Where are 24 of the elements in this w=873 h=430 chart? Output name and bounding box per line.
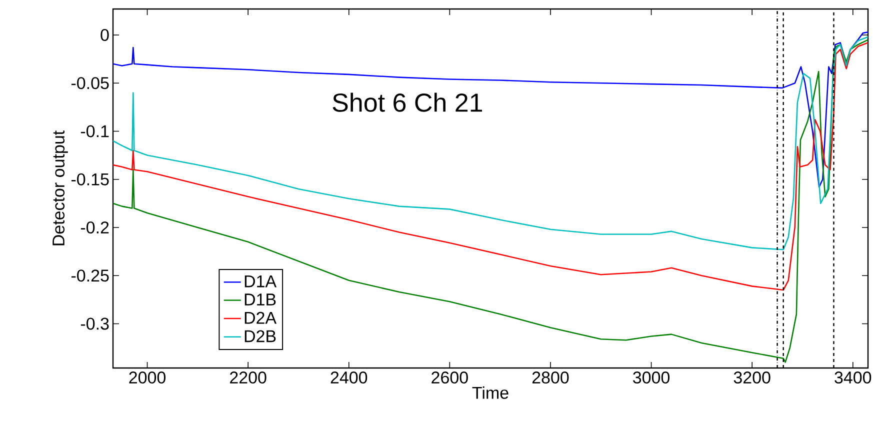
legend-label: D2B [244, 330, 276, 342]
legend-label: D1B [244, 294, 276, 306]
y-tick-label: -0.05 [71, 77, 109, 90]
y-tick-label: -0.2 [80, 221, 109, 234]
y-tick-label: -0.15 [71, 173, 109, 186]
x-axis-title: Time [472, 386, 508, 399]
x-tick-label: 2400 [330, 372, 368, 384]
x-tick-label: 2200 [230, 372, 266, 384]
x-tick-label: 3400 [834, 372, 872, 384]
annotation: Shot 6 Ch 21 [332, 92, 482, 112]
x-tick-label: 2600 [432, 372, 468, 384]
line-series [113, 42, 868, 291]
x-tick-label: 2000 [129, 372, 166, 384]
x-tick-label: 3000 [633, 372, 670, 384]
legend-label: D1A [244, 275, 277, 288]
legend-label: D2A [244, 312, 277, 324]
y-tick-label: -0.1 [80, 125, 109, 138]
x-tick-label: 2800 [532, 372, 569, 384]
line-series [113, 36, 868, 250]
y-tick-label: -0.3 [80, 318, 109, 330]
y-tick-label: -0.25 [71, 270, 109, 282]
y-axis-title: Detector output [52, 130, 68, 246]
y-tick-label: 0 [100, 28, 109, 42]
x-tick-label: 3200 [734, 372, 770, 384]
